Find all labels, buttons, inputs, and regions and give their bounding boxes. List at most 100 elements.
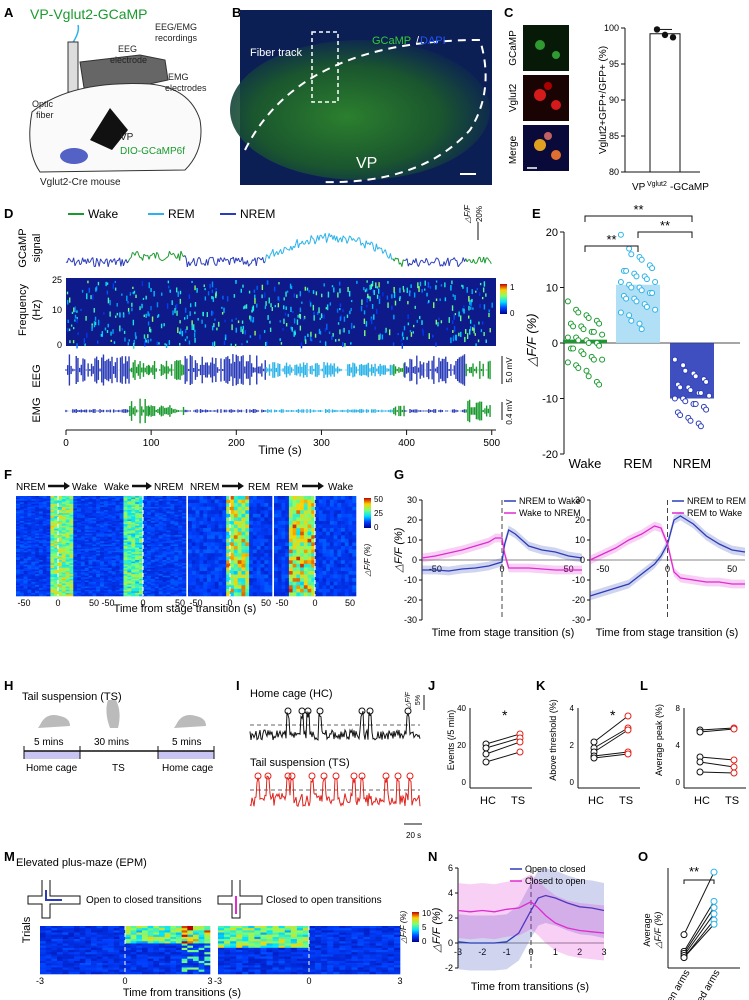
- f-cell: [111, 510, 116, 512]
- photometry-segment: [306, 239, 310, 245]
- f-cell: [139, 506, 144, 509]
- spectrogram-speck: [252, 316, 255, 323]
- f-cell: [84, 547, 89, 550]
- f-cell: [23, 499, 28, 501]
- f-cell: [174, 522, 179, 525]
- e-point: [585, 340, 592, 346]
- f-cell: [54, 544, 59, 547]
- f-cell: [54, 549, 59, 551]
- f-cell: [107, 580, 113, 583]
- f-cell: [27, 542, 32, 545]
- f-cell: [182, 496, 187, 498]
- spectrogram-speck: [463, 308, 465, 314]
- f-cell: [88, 513, 93, 516]
- f-cell: [199, 542, 204, 547]
- f-cell: [61, 536, 66, 539]
- f-cell: [92, 496, 97, 498]
- f-cell: [16, 571, 21, 573]
- f-cell: [230, 567, 235, 572]
- f-cell: [107, 525, 113, 528]
- spectrogram-speck: [93, 307, 95, 313]
- f-cell: [46, 547, 51, 550]
- f-cell: [123, 563, 128, 566]
- f-cell: [19, 571, 24, 573]
- f-cell: [119, 522, 124, 525]
- f-cell: [191, 510, 196, 515]
- photometry-segment: [426, 260, 430, 266]
- f-cell: [237, 538, 242, 543]
- f-cell: [80, 578, 86, 581]
- spectrogram-speck: [112, 329, 114, 334]
- f-cell: [264, 506, 269, 511]
- f-cell: [131, 497, 136, 500]
- f-cell: [127, 583, 132, 586]
- f-cell: [214, 506, 219, 511]
- f-cell: [88, 500, 93, 503]
- f-cell: [139, 578, 144, 581]
- f-cell: [143, 572, 148, 575]
- f-cell: [135, 531, 140, 534]
- f-cell: [38, 533, 44, 536]
- f-cell: [182, 533, 187, 536]
- spectrogram-speck: [387, 302, 389, 308]
- f-cell: [207, 560, 212, 565]
- f-cell: [191, 528, 196, 533]
- f-cell: [100, 585, 105, 587]
- f-cell: [249, 535, 254, 540]
- panel-a-eeg-emg: EEG/EMG: [155, 22, 197, 32]
- spectrogram-speck: [469, 326, 472, 331]
- spectrogram-speck: [84, 343, 86, 346]
- f-cell: [154, 583, 159, 586]
- f-cell: [166, 547, 171, 550]
- f-cell: [77, 552, 82, 555]
- f-cell: [65, 586, 70, 589]
- f-cell: [174, 550, 179, 553]
- e-point: [652, 278, 659, 285]
- spectrogram-speck: [106, 330, 109, 333]
- e-point: [596, 381, 603, 388]
- f-cell: [166, 571, 171, 573]
- spectrogram-speck: [325, 307, 328, 310]
- f-cell: [65, 592, 70, 595]
- spectrogram-speck: [160, 323, 163, 329]
- f-cell: [96, 561, 101, 564]
- f-cell: [61, 581, 66, 584]
- f-cell: [170, 574, 175, 576]
- f-cell: [182, 563, 187, 566]
- f-cell: [103, 589, 109, 592]
- f-cell: [268, 531, 273, 536]
- spectrogram-speck: [310, 338, 313, 342]
- spectrogram-speck: [313, 311, 315, 315]
- f-cell: [233, 560, 238, 565]
- f-cell: [61, 549, 66, 551]
- f-cell: [54, 560, 59, 562]
- spectrogram-speck: [278, 296, 280, 302]
- spectrogram-speck: [468, 295, 470, 302]
- f-cell: [69, 496, 74, 498]
- f-cell: [158, 585, 163, 587]
- f-cell: [58, 527, 63, 530]
- f-cell: [154, 550, 159, 553]
- f-cell: [218, 510, 223, 515]
- f-cell: [77, 546, 82, 548]
- f-cell: [27, 531, 32, 534]
- f-cell: [123, 500, 128, 503]
- f-cell: [256, 528, 261, 533]
- eeg-scale: 5.0 mV: [505, 357, 514, 383]
- f-cell: [264, 528, 269, 533]
- f-cell: [27, 536, 32, 539]
- f-cell: [127, 502, 132, 505]
- f-cell: [182, 577, 187, 580]
- spectrogram-speck: [267, 315, 269, 320]
- f-cell: [127, 496, 132, 498]
- f-cell: [123, 528, 128, 531]
- f-cell: [146, 585, 152, 587]
- e-point: [671, 395, 678, 402]
- f-cell: [92, 580, 97, 583]
- f-cell: [199, 546, 204, 550]
- spectrogram-speck: [69, 340, 71, 344]
- f-cell: [158, 499, 163, 501]
- f-cell: [58, 539, 63, 542]
- f-cell: [50, 574, 55, 576]
- f-cell: [146, 546, 152, 548]
